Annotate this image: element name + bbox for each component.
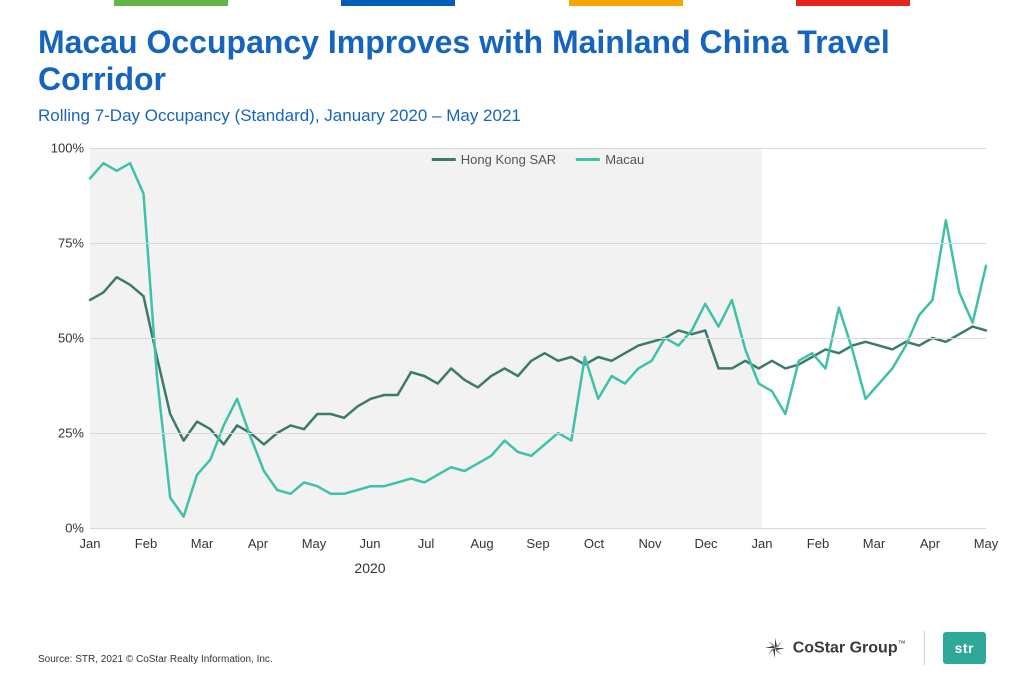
legend-item: Hong Kong SAR (432, 152, 556, 167)
x-axis-label: Jun (360, 536, 381, 551)
costar-pinwheel-icon (763, 636, 787, 660)
x-axis-label: Feb (135, 536, 157, 551)
y-axis-label: 0% (38, 521, 84, 536)
str-logo: str (943, 632, 986, 664)
plot-area: Hong Kong SARMacau 0%25%50%75%100%JanFeb… (90, 148, 986, 528)
page-title: Macau Occupancy Improves with Mainland C… (38, 24, 986, 98)
x-axis-label: Dec (694, 536, 717, 551)
logo-group: CoStar Group™ str (763, 631, 986, 665)
occupancy-chart: Hong Kong SARMacau 0%25%50%75%100%JanFeb… (38, 148, 986, 578)
y-axis-label: 25% (38, 426, 84, 441)
costar-name: CoStar Group (793, 639, 898, 656)
legend: Hong Kong SAR Macau (432, 152, 644, 167)
top-color-stripe (0, 0, 1024, 6)
page-subtitle: Rolling 7-Day Occupancy (Standard), Janu… (38, 106, 986, 126)
legend-item: Macau (576, 152, 644, 167)
costar-logo: CoStar Group™ (763, 636, 906, 660)
x-axis-label: Mar (863, 536, 885, 551)
x-axis-label: Apr (248, 536, 268, 551)
source-text: Source: STR, 2021 © CoStar Realty Inform… (38, 654, 273, 665)
year-label: 2020 (354, 560, 385, 576)
logo-divider (924, 631, 925, 665)
footer: Source: STR, 2021 © CoStar Realty Inform… (38, 631, 986, 665)
y-axis-label: 100% (38, 141, 84, 156)
trademark-icon: ™ (898, 639, 906, 648)
x-axis-label: Jan (80, 536, 101, 551)
x-axis-label: Apr (920, 536, 940, 551)
x-axis-label: May (974, 536, 999, 551)
x-axis-label: Aug (470, 536, 493, 551)
x-axis-label: Feb (807, 536, 829, 551)
x-axis-label: May (302, 536, 327, 551)
x-axis-label: Mar (191, 536, 213, 551)
x-axis-label: Oct (584, 536, 604, 551)
x-axis-label: Sep (526, 536, 549, 551)
y-axis-label: 50% (38, 331, 84, 346)
header: Macau Occupancy Improves with Mainland C… (0, 0, 1024, 136)
y-axis-label: 75% (38, 236, 84, 251)
x-axis-label: Jul (418, 536, 435, 551)
x-axis-label: Jan (752, 536, 773, 551)
x-axis-label: Nov (638, 536, 661, 551)
